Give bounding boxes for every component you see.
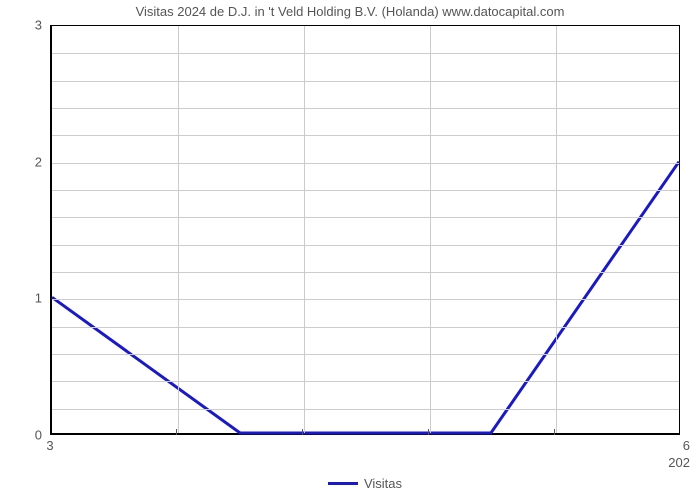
grid-line-v: [304, 26, 305, 433]
grid-line-h-minor: [52, 409, 679, 410]
chart-title: Visitas 2024 de D.J. in 't Veld Holding …: [0, 4, 700, 19]
y-tick-label: 1: [12, 291, 42, 306]
chart-container: Visitas 2024 de D.J. in 't Veld Holding …: [0, 0, 700, 500]
grid-line-h-minor: [52, 53, 679, 54]
grid-line-h-minor: [52, 108, 679, 109]
y-tick-label: 0: [12, 428, 42, 443]
legend-line-swatch: [328, 482, 358, 485]
grid-line-h-minor: [52, 135, 679, 136]
x-tick-mark: [302, 429, 303, 435]
grid-line-h: [52, 299, 679, 300]
grid-line-v: [178, 26, 179, 433]
grid-line-h-minor: [52, 190, 679, 191]
grid-line-h-minor: [52, 81, 679, 82]
x-tick-mark: [554, 429, 555, 435]
y-tick-label: 2: [12, 154, 42, 169]
grid-line-h-minor: [52, 245, 679, 246]
grid-line-v: [556, 26, 557, 433]
y-tick-label: 3: [12, 18, 42, 33]
legend: Visitas: [50, 475, 680, 491]
grid-line-v: [430, 26, 431, 433]
x-tick-label: 3: [46, 438, 53, 453]
x-sub-label: 202: [668, 455, 690, 470]
x-tick-label: 6: [683, 438, 690, 453]
x-tick-mark: [176, 429, 177, 435]
x-tick-mark: [428, 429, 429, 435]
legend-label: Visitas: [364, 476, 402, 491]
grid-line-h: [52, 163, 679, 164]
grid-line-h-minor: [52, 354, 679, 355]
plot-area: [50, 25, 680, 435]
line-series: [52, 26, 679, 433]
grid-line-h-minor: [52, 272, 679, 273]
grid-line-h-minor: [52, 381, 679, 382]
grid-line-h-minor: [52, 217, 679, 218]
grid-line-h-minor: [52, 327, 679, 328]
